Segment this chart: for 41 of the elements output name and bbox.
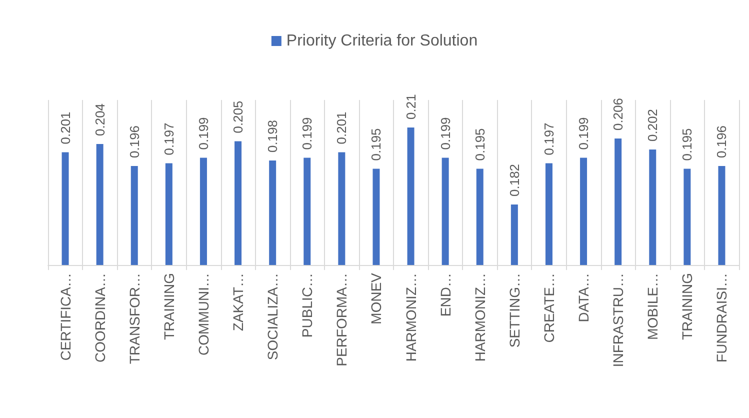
x-tick-label: COMMUNI…	[195, 273, 212, 356]
data-label: 0.202	[645, 108, 660, 142]
x-tick-label: FUNDRAISI…	[714, 273, 730, 362]
x-tick-label: CERTIFICA…	[57, 273, 74, 361]
x-tick-label: PUBLIC…	[299, 273, 316, 338]
data-label: 0.198	[265, 120, 280, 152]
x-tick-label: PERFORMA…	[334, 273, 350, 366]
x-tick-label: COORDINA…	[92, 273, 108, 362]
data-label: 0.204	[92, 103, 108, 136]
x-tick-label: TRAINING	[679, 273, 696, 340]
x-tick-label: ZAKAT…	[230, 273, 246, 332]
x-tick-label: DATA…	[576, 273, 592, 322]
x-tick-label: HARMONIZ…	[472, 273, 488, 362]
data-label: 0.199	[576, 117, 592, 150]
x-tick-label: END…	[437, 273, 454, 317]
data-label: 0.195	[472, 128, 488, 161]
data-label: 0.21	[403, 94, 418, 120]
data-label: 0.195	[368, 128, 384, 161]
x-tick-label: CREATE…	[540, 273, 557, 343]
data-label: 0.199	[438, 117, 453, 150]
data-label: 0.196	[126, 125, 142, 158]
data-label: 0.182	[506, 164, 522, 196]
data-label: 0.199	[196, 117, 211, 150]
x-tick-label: INFRASTRU…	[610, 273, 626, 368]
data-label: 0.205	[230, 100, 246, 134]
x-tick-label: HARMONIZ…	[402, 273, 419, 362]
x-tick-label: MOBILE…	[644, 273, 661, 340]
data-label: 0.196	[714, 125, 730, 158]
legend-label: Priority Criteria for Solution	[286, 32, 478, 50]
x-tick-label: SOCIALIZA…	[264, 273, 281, 360]
data-label: 0.206	[610, 98, 626, 130]
x-tick-label: MONEV	[368, 272, 384, 324]
data-label: 0.201	[334, 112, 350, 144]
x-tick-label: SETTING…	[506, 273, 522, 348]
data-label: 0.197	[541, 122, 556, 156]
data-label: 0.201	[58, 112, 73, 144]
x-tick-label: TRANSFOR…	[126, 273, 142, 364]
x-tick-label: TRAINING	[160, 273, 177, 340]
data-label: 0.195	[680, 128, 695, 161]
data-label: 0.199	[300, 117, 315, 150]
data-label: 0.197	[161, 122, 176, 156]
